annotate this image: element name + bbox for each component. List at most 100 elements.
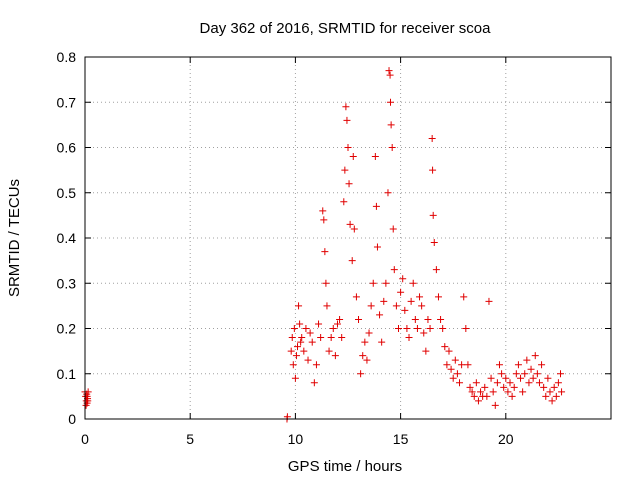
data-point — [403, 325, 411, 332]
data-point — [291, 374, 299, 382]
data-point — [371, 153, 379, 161]
data-point — [429, 211, 437, 219]
data-point — [397, 288, 405, 296]
data-point — [546, 388, 554, 396]
data-point — [498, 370, 506, 378]
data-point — [317, 334, 325, 342]
data-point — [557, 370, 565, 378]
data-point — [325, 347, 333, 355]
data-point — [378, 338, 386, 346]
data-points — [81, 67, 566, 423]
data-point — [392, 302, 400, 310]
data-point — [312, 361, 320, 369]
axis-ticks — [84, 56, 611, 420]
data-point — [558, 388, 566, 396]
data-point — [453, 370, 461, 378]
data-point — [342, 103, 350, 111]
data-point — [294, 343, 302, 351]
data-point — [538, 361, 546, 369]
data-point — [387, 121, 395, 129]
data-point — [517, 374, 525, 382]
data-point — [333, 320, 341, 328]
data-point — [472, 379, 480, 387]
data-point — [372, 202, 380, 210]
data-point — [510, 383, 518, 391]
data-point — [287, 347, 295, 355]
data-point — [327, 334, 335, 342]
data-point — [329, 325, 337, 332]
data-point — [506, 379, 514, 387]
data-point — [429, 166, 437, 174]
data-point — [343, 116, 351, 124]
data-point — [331, 352, 339, 360]
data-point — [468, 388, 476, 396]
data-point — [386, 71, 394, 79]
data-point — [320, 216, 328, 224]
data-point — [504, 388, 512, 396]
data-point — [367, 302, 375, 310]
y-tick-label: 0.3 — [57, 275, 77, 291]
data-point — [288, 334, 296, 342]
data-point — [298, 334, 306, 342]
data-point — [437, 315, 445, 323]
data-point — [521, 370, 529, 378]
data-point — [426, 325, 434, 332]
data-point — [529, 374, 537, 382]
data-point — [458, 361, 466, 369]
data-point — [470, 392, 478, 400]
data-point — [409, 279, 417, 287]
data-point — [428, 134, 436, 142]
data-point — [514, 361, 522, 369]
y-tick-label: 0.7 — [57, 94, 77, 110]
data-point — [552, 392, 560, 400]
data-point — [369, 279, 377, 287]
data-point — [447, 365, 455, 373]
y-tick-label: 0.8 — [57, 49, 77, 65]
data-point — [523, 356, 531, 364]
data-point — [302, 325, 310, 332]
y-tick-label: 0.4 — [57, 230, 77, 246]
data-point — [493, 379, 501, 387]
data-point — [519, 388, 527, 396]
chart-title: Day 362 of 2016, SRMTID for receiver sco… — [200, 20, 492, 37]
data-point — [416, 293, 424, 301]
data-point — [432, 266, 440, 274]
data-point — [456, 379, 464, 387]
data-point — [357, 370, 365, 378]
data-point — [315, 320, 323, 328]
data-point — [411, 315, 419, 323]
plot-frame — [84, 56, 612, 420]
data-point — [346, 220, 354, 228]
data-point — [477, 388, 485, 396]
data-point — [535, 379, 543, 387]
y-tick-label: 0.1 — [57, 366, 77, 382]
data-point — [540, 383, 548, 391]
data-point — [363, 356, 371, 364]
data-point — [548, 397, 556, 405]
data-point — [533, 370, 541, 378]
data-point — [464, 361, 472, 369]
x-tick-label: 0 — [81, 431, 89, 447]
data-point — [405, 334, 413, 342]
data-point — [394, 325, 402, 332]
data-point — [341, 166, 349, 174]
data-point — [474, 397, 482, 405]
data-point — [82, 401, 90, 409]
data-point — [344, 144, 352, 151]
data-point — [483, 392, 491, 400]
data-point — [424, 315, 432, 323]
x-tick-label: 15 — [393, 431, 409, 447]
data-point — [376, 311, 384, 319]
data-point — [418, 302, 426, 310]
data-point — [389, 225, 397, 233]
data-point — [441, 343, 449, 351]
data-point — [292, 352, 300, 360]
data-point — [380, 297, 388, 305]
data-point — [340, 198, 348, 206]
data-point — [550, 383, 558, 391]
data-point — [420, 329, 428, 337]
data-point — [336, 315, 344, 323]
data-point — [304, 356, 312, 364]
x-tick-label: 5 — [186, 431, 194, 447]
data-point — [531, 352, 539, 360]
